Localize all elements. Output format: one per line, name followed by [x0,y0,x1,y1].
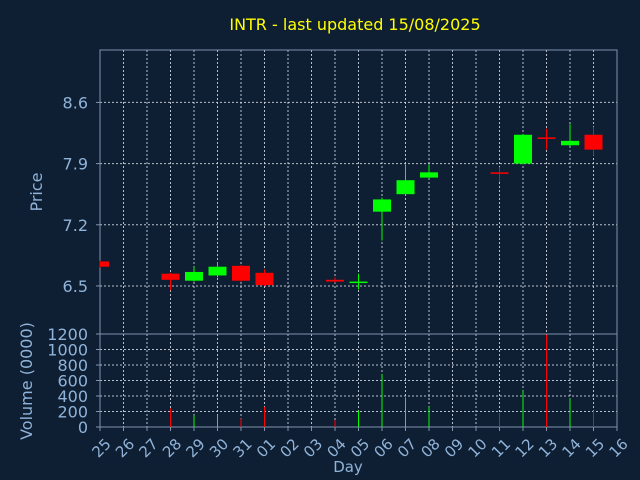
candle-13 [537,128,556,150]
x-axis-ticks: 2526272829303101020304050607080910111213… [89,427,632,461]
x-tick-label: 09 [441,435,467,461]
volume-tick-label: 0 [78,418,88,437]
chart-title: INTR - last updated 15/08/2025 [229,15,480,34]
candle-body [208,266,227,276]
x-tick-label: 16 [606,435,632,461]
candle-08 [420,164,438,179]
candle-25 [99,260,109,268]
volume-axis-label: Volume (0000) [17,322,36,440]
candle-body [255,272,274,286]
price-tick-label: 6.5 [63,277,88,296]
x-tick-label: 08 [418,435,444,461]
candle-04 [326,277,344,283]
x-axis-label: Day [333,458,363,476]
x-tick-label: 13 [535,435,561,461]
candle-body [232,265,250,281]
candle-07 [396,164,415,196]
price-axis-label: Price [27,172,46,211]
candle-body [514,134,532,164]
candle-05 [349,273,368,290]
x-tick-label: 28 [159,435,185,461]
volume-tick-label: 200 [57,403,88,422]
x-tick-label: 30 [206,435,232,461]
volume-bars [170,334,594,427]
candle-01 [255,269,274,286]
x-tick-label: 07 [394,435,420,461]
candle-body [420,172,438,178]
price-axis-ticks: 6.5 7.2 7.9 8.6 [63,93,100,296]
x-tick-label: 12 [512,435,538,461]
x-tick-label: 27 [136,435,162,461]
candle-30 [208,262,227,278]
volume-tick-label: 1000 [47,341,88,360]
candle-body [185,271,203,281]
candle-06 [373,197,391,241]
candle-body [100,261,109,267]
price-gridlines [99,50,618,334]
candle-14 [561,124,579,147]
x-tick-label: 29 [183,435,209,461]
volume-tick-label: 600 [57,372,88,391]
candle-31 [232,264,250,282]
x-tick-label: 06 [371,435,397,461]
candle-28 [161,272,180,291]
candle-body [561,140,579,146]
candle-29 [185,266,203,282]
candle-body [396,180,415,195]
candle-15 [584,126,603,156]
volume-tick-label: 1200 [47,325,88,344]
price-tick-label: 8.6 [63,93,88,112]
candle-11 [490,167,509,182]
candle-body [373,199,391,212]
candle-12 [514,133,532,165]
x-tick-label: 02 [277,435,303,461]
x-tick-label: 15 [582,435,608,461]
price-tick-label: 7.9 [63,155,88,174]
x-tick-label: 10 [465,435,491,461]
price-tick-label: 7.2 [63,216,88,235]
candle-body [584,134,603,150]
x-tick-label: 14 [559,435,585,461]
candle-body [161,273,180,280]
x-tick-label: 31 [230,435,256,461]
candle-body [537,137,556,139]
volume-tick-label: 400 [57,387,88,406]
candle-body [349,281,368,284]
x-tick-label: 25 [89,435,115,461]
x-tick-label: 01 [253,435,279,461]
candlestick-series [99,124,603,291]
x-tick-label: 03 [300,435,326,461]
candle-body [490,172,509,174]
candle-body [326,279,344,282]
volume-tick-label: 800 [57,356,88,375]
x-tick-label: 26 [112,435,138,461]
x-tick-label: 11 [488,435,514,461]
